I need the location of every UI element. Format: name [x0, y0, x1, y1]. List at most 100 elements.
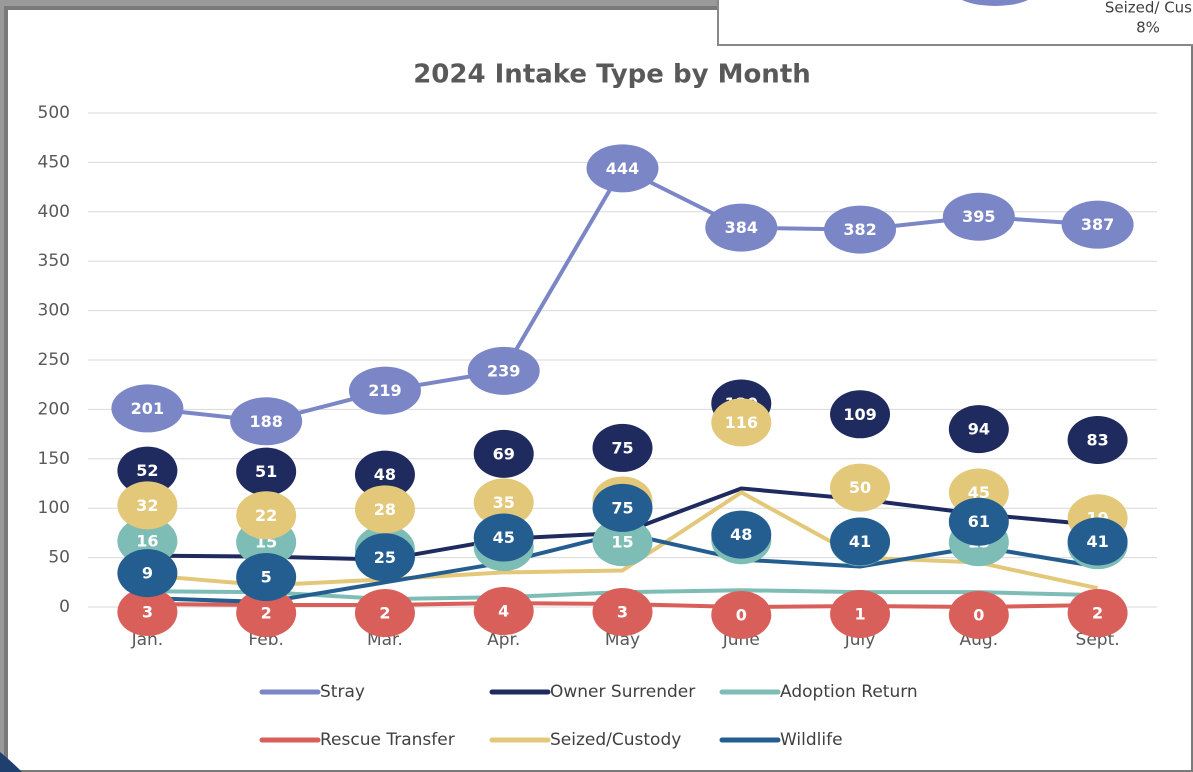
label-bubble: [592, 518, 653, 567]
label-bubble: [117, 481, 178, 530]
data-label: 1: [854, 605, 865, 624]
data-label: 116: [725, 413, 758, 432]
legend-label: Owner Surrender: [550, 682, 695, 702]
data-label: 4: [498, 602, 509, 621]
data-label: 25: [374, 548, 396, 567]
data-label: 5: [261, 568, 272, 587]
data-label: 75: [611, 438, 633, 457]
label-bubble: [236, 491, 297, 540]
label-bubble: [705, 203, 778, 252]
label-bubble: [1067, 415, 1128, 464]
data-label: 384: [725, 218, 758, 237]
label-bubble: [948, 497, 1009, 546]
label-bubble: [354, 533, 415, 582]
label-bubble: [948, 405, 1009, 454]
data-label: 50: [849, 478, 871, 497]
legend-label: Wildlife: [780, 730, 843, 750]
y-tick-label: 200: [38, 399, 70, 419]
y-tick-label: 300: [38, 301, 70, 321]
data-label: 61: [968, 512, 990, 531]
inset-label: Seized/ Cus: [1105, 0, 1192, 17]
x-tick-label: Apr.: [487, 630, 520, 650]
inset-slice: [962, 0, 1028, 6]
x-tick-label: May: [605, 630, 640, 650]
data-label: 32: [136, 496, 158, 515]
data-label: 94: [968, 420, 990, 439]
label-bubble: [711, 398, 772, 447]
y-tick-label: 400: [38, 202, 70, 222]
label-bubble: [473, 429, 534, 478]
y-tick-label: 250: [38, 350, 70, 370]
label-bubble: [824, 205, 897, 254]
data-label: 219: [368, 381, 401, 400]
label-bubble: [592, 588, 653, 637]
data-label: 395: [962, 207, 995, 226]
data-label: 9: [142, 564, 153, 583]
data-label: 3: [142, 603, 153, 622]
data-label: 83: [1086, 430, 1108, 449]
data-label: 41: [1086, 532, 1108, 551]
data-label: 239: [487, 361, 520, 380]
data-label: 2: [1092, 604, 1103, 623]
data-label: 3: [617, 603, 628, 622]
label-bubble: [111, 384, 184, 433]
data-label: 45: [968, 483, 990, 502]
label-bubble: [236, 589, 297, 638]
label-bubble: [1061, 200, 1134, 249]
label-bubble: [117, 588, 178, 637]
data-label: 52: [136, 461, 158, 480]
legend-label: Rescue Transfer: [320, 730, 455, 750]
data-label: 15: [611, 533, 633, 552]
label-bubble: [236, 447, 297, 496]
label-bubble: [830, 517, 891, 566]
y-tick-label: 500: [38, 103, 70, 123]
y-tick-label: 100: [38, 498, 70, 518]
label-bubble: [592, 423, 653, 472]
label-bubble: [830, 463, 891, 512]
label-bubble: [1067, 517, 1128, 566]
chart-title: 2024 Intake Type by Month: [413, 60, 811, 90]
data-label: 51: [255, 462, 277, 481]
data-label: 28: [374, 500, 396, 519]
label-bubble: [830, 590, 891, 639]
chart-frame: [4, 6, 1193, 772]
corner: [0, 752, 22, 772]
data-label: 2: [261, 604, 272, 623]
label-bubble: [592, 483, 653, 532]
label-bubble: [348, 366, 421, 415]
data-label: 41: [849, 532, 871, 551]
data-label: 69: [493, 444, 515, 463]
series-line: [147, 490, 1099, 591]
data-label: 16: [136, 532, 158, 551]
y-tick-label: 350: [38, 251, 70, 271]
y-tick-label: 50: [48, 548, 70, 568]
data-label: 75: [611, 498, 633, 517]
data-label: 201: [131, 399, 164, 418]
data-label: 48: [374, 465, 396, 484]
inset-value: 8%: [1136, 19, 1160, 37]
y-tick-label: 150: [38, 449, 70, 469]
data-label: 0: [736, 606, 747, 625]
label-bubble: [473, 513, 534, 562]
data-label: 382: [843, 220, 876, 239]
label-bubble: [711, 510, 772, 559]
data-label: 48: [730, 525, 752, 544]
legend-label: Adoption Return: [780, 682, 918, 702]
data-label: 109: [843, 405, 876, 424]
data-label: 0: [973, 606, 984, 625]
label-bubble: [711, 591, 772, 639]
label-bubble: [473, 587, 534, 636]
label-bubble: [117, 446, 178, 495]
label-bubble: [830, 390, 891, 439]
label-bubble: [467, 346, 540, 395]
label-bubble: [354, 589, 415, 638]
label-bubble: [117, 549, 178, 598]
data-label: 2: [379, 604, 390, 623]
data-label: 35: [493, 493, 515, 512]
label-bubble: [236, 553, 297, 602]
data-label: 188: [249, 412, 282, 431]
label-bubble: [354, 485, 415, 534]
y-tick-label: 450: [38, 152, 70, 172]
label-bubble: [948, 591, 1009, 639]
